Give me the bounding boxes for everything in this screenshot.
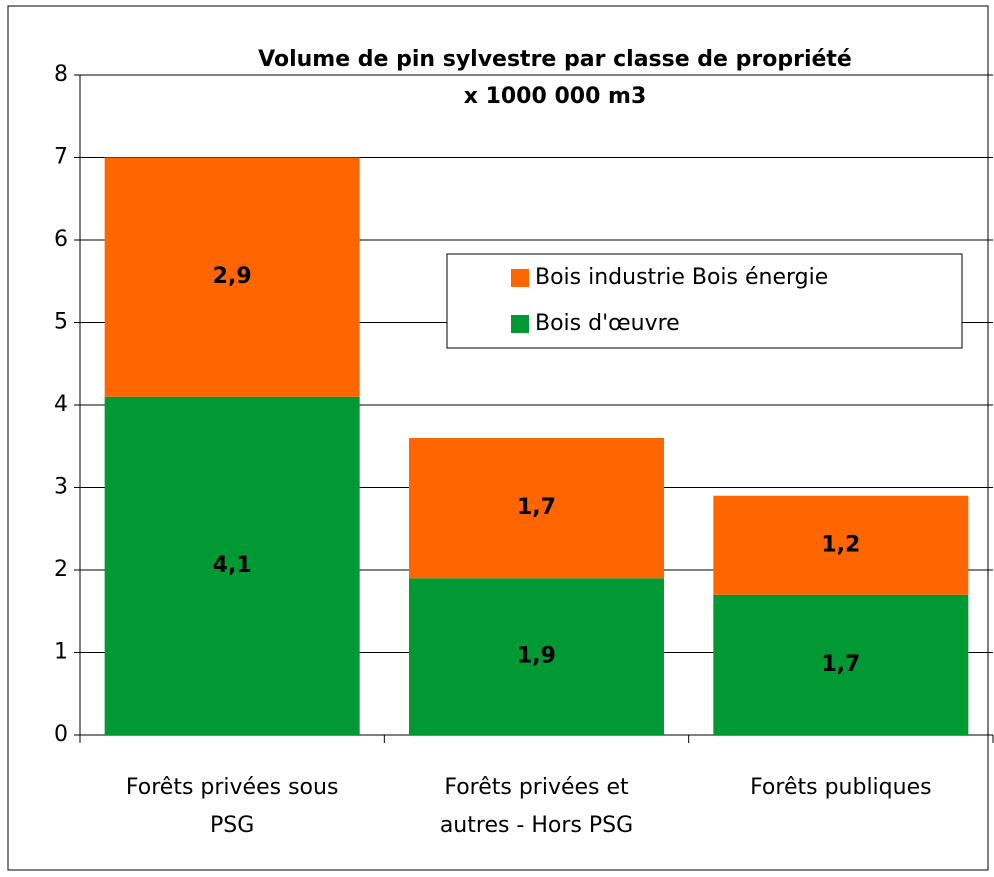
data-label: 2,9 xyxy=(213,264,252,289)
bar-segment xyxy=(409,578,664,735)
legend-label: Bois d'œuvre xyxy=(535,311,680,336)
x-tick-label: Forêts publiques xyxy=(750,775,932,800)
y-tick-label: 7 xyxy=(54,145,68,170)
x-tick-label: PSG xyxy=(210,813,254,838)
bar-segment xyxy=(713,594,969,735)
y-tick-label: 4 xyxy=(54,392,68,417)
y-tick-label: 3 xyxy=(54,475,68,500)
chart-title: Volume de pin sylvestre par classe de pr… xyxy=(258,47,852,72)
y-tick-label: 6 xyxy=(54,227,68,252)
x-tick-label: Forêts privées et xyxy=(444,775,629,800)
data-label: 4,1 xyxy=(213,553,252,578)
bar-segment xyxy=(104,157,360,397)
data-label: 1,7 xyxy=(821,652,860,677)
x-tick-label: autres - Hors PSG xyxy=(440,813,633,838)
bar-segment xyxy=(409,438,664,579)
legend-label: Bois industrie Bois énergie xyxy=(535,265,828,290)
legend-swatch xyxy=(511,315,529,333)
y-tick-label: 8 xyxy=(54,62,68,87)
bar-segment xyxy=(104,396,360,735)
bar-segment xyxy=(713,495,969,595)
y-tick-label: 1 xyxy=(54,640,68,665)
data-label: 1,2 xyxy=(821,532,860,557)
x-tick-label: Forêts privées sous xyxy=(126,775,339,800)
legend-box xyxy=(446,253,963,349)
y-tick-label: 5 xyxy=(54,310,68,335)
data-label: 1,7 xyxy=(517,495,556,520)
chart-subtitle: x 1000 000 m3 xyxy=(464,84,647,109)
legend-swatch xyxy=(511,269,529,287)
y-tick-label: 0 xyxy=(54,722,68,747)
data-label: 1,9 xyxy=(517,644,556,669)
y-tick-label: 2 xyxy=(54,557,68,582)
